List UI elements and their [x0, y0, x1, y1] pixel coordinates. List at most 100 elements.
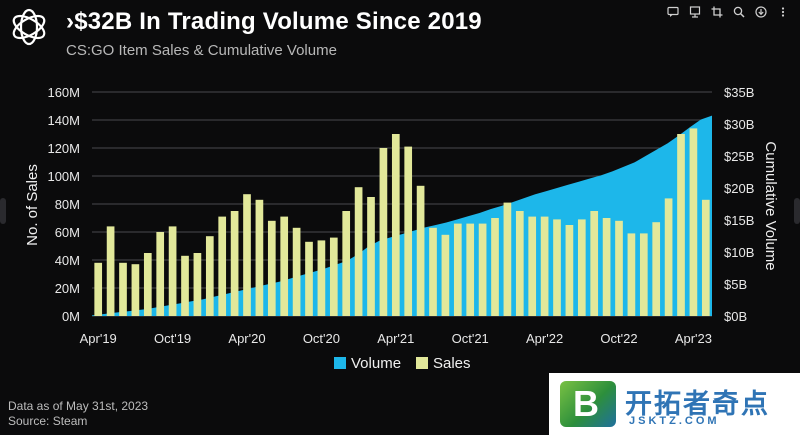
legend: Volume Sales — [334, 355, 471, 372]
sales-bar — [280, 216, 289, 316]
sales-bar — [329, 237, 338, 316]
sales-bars — [94, 128, 710, 316]
sales-bar — [677, 134, 685, 316]
y-tick-label: 20M — [55, 281, 80, 296]
sales-bar — [181, 255, 189, 316]
y2-tick-label: $5B — [724, 277, 747, 292]
sales-bar — [553, 219, 561, 316]
sales-bar — [317, 240, 326, 316]
present-icon[interactable] — [686, 3, 704, 21]
next-handle[interactable] — [794, 198, 800, 224]
sales-bar — [565, 225, 574, 316]
x-tick-label: Oct'19 — [154, 331, 191, 346]
sales-bar — [391, 134, 400, 316]
legend-label-volume: Volume — [351, 355, 401, 372]
y2-tick-label: $20B — [724, 181, 754, 196]
sales-bar — [540, 216, 549, 316]
sales-bar — [453, 223, 462, 316]
sales-bar — [342, 211, 351, 316]
page-title: ›$32B In Trading Volume Since 2019 — [66, 8, 482, 35]
x-tick-label: Apr'23 — [675, 331, 712, 346]
y-tick-label: 100M — [47, 169, 80, 184]
y-tick-label: 40M — [55, 253, 80, 268]
y2-tick-label: $10B — [724, 245, 754, 260]
legend-swatch-volume — [334, 357, 346, 369]
sales-bar — [119, 262, 127, 316]
x-tick-label: Oct'20 — [303, 331, 340, 346]
y-tick-label: 140M — [47, 113, 80, 128]
y2-tick-label: $35B — [724, 85, 754, 100]
right-axis-ticks: $0B $5B $10B $15B $20B $25B $30B $35B — [724, 85, 754, 324]
y-tick-label: 0M — [62, 309, 80, 324]
sales-bar — [94, 262, 103, 316]
image-toolbar — [664, 3, 792, 21]
footer-notes: Data as of May 31st, 2023 Source: Steam — [8, 399, 148, 429]
comment-icon[interactable] — [664, 3, 682, 21]
crop-icon[interactable] — [708, 3, 726, 21]
x-tick-label: Oct'21 — [452, 331, 489, 346]
x-tick-label: Apr'22 — [526, 331, 563, 346]
y-tick-label: 60M — [55, 225, 80, 240]
sales-bar — [701, 199, 710, 316]
sales-bar — [143, 253, 152, 316]
x-axis-ticks: Apr'19 Oct'19 Apr'20 Oct'20 Apr'21 Oct'21 Apr'… — [80, 331, 712, 346]
download-icon[interactable] — [752, 3, 770, 21]
sales-bar — [156, 232, 165, 316]
x-tick-label: Apr'19 — [80, 331, 117, 346]
sales-bar — [404, 146, 413, 316]
x-tick-label: Oct'22 — [600, 331, 637, 346]
legend-label-sales: Sales — [433, 355, 471, 372]
sales-volume-chart: 0M 20M 40M 60M 80M 100M 120M 140M 160M $0B $5B $10… — [24, 85, 779, 372]
sales-bar — [367, 197, 375, 316]
sales-bar — [639, 233, 648, 316]
sales-bar — [205, 236, 214, 316]
sales-bar — [267, 220, 276, 316]
sales-bar — [354, 187, 363, 316]
sales-bar — [615, 220, 623, 316]
x-tick-label: Apr'21 — [377, 331, 414, 346]
sales-bar — [627, 233, 636, 316]
sales-bar — [466, 223, 475, 316]
zoom-icon[interactable] — [730, 3, 748, 21]
data-as-of-note: Data as of May 31st, 2023 — [8, 399, 149, 413]
sales-bar — [652, 222, 661, 316]
y-tick-label: 120M — [47, 141, 80, 156]
watermark-banner: B 开拓者奇点 JSKTZ.COM — [549, 373, 800, 435]
watermark-badge-letter: B — [573, 383, 599, 424]
page-subtitle: CS:GO Item Sales & Cumulative Volume — [66, 42, 337, 59]
y2-tick-label: $25B — [724, 149, 754, 164]
sales-bar — [292, 227, 301, 316]
watermark-badge-icon — [560, 381, 616, 427]
sales-bar — [168, 226, 177, 316]
y-tick-label: 80M — [55, 197, 80, 212]
sales-bar — [379, 148, 388, 316]
sales-bar — [255, 199, 264, 316]
legend-swatch-sales — [416, 357, 428, 369]
sales-bar — [590, 211, 599, 316]
sales-bar — [515, 211, 524, 316]
sales-bar — [441, 234, 450, 316]
sales-bar — [528, 216, 537, 316]
x-tick-label: Apr'20 — [228, 331, 265, 346]
sales-bar — [131, 264, 140, 316]
sales-bar — [305, 241, 313, 316]
sales-bar — [478, 223, 487, 316]
watermark-domain: JSKTZ.COM — [629, 415, 720, 427]
sales-bar — [218, 216, 227, 316]
sales-bar — [602, 218, 611, 316]
y2-tick-label: $30B — [724, 117, 754, 132]
watermark-text: 开拓者奇点 — [625, 389, 770, 420]
prev-handle[interactable] — [0, 198, 6, 224]
sales-bar — [243, 194, 251, 316]
brand-logo-icon — [12, 8, 46, 46]
sales-bar — [577, 219, 586, 316]
sales-bar — [689, 128, 698, 316]
more-icon[interactable] — [774, 3, 792, 21]
source-note: Source: Steam — [8, 414, 88, 428]
y-tick-label: 160M — [47, 85, 80, 100]
sales-bar — [491, 218, 499, 316]
y2-axis-label: Cumulative Volume — [762, 141, 779, 270]
sales-bar — [503, 202, 512, 316]
sales-bar — [106, 226, 115, 316]
sales-bar — [429, 227, 437, 316]
